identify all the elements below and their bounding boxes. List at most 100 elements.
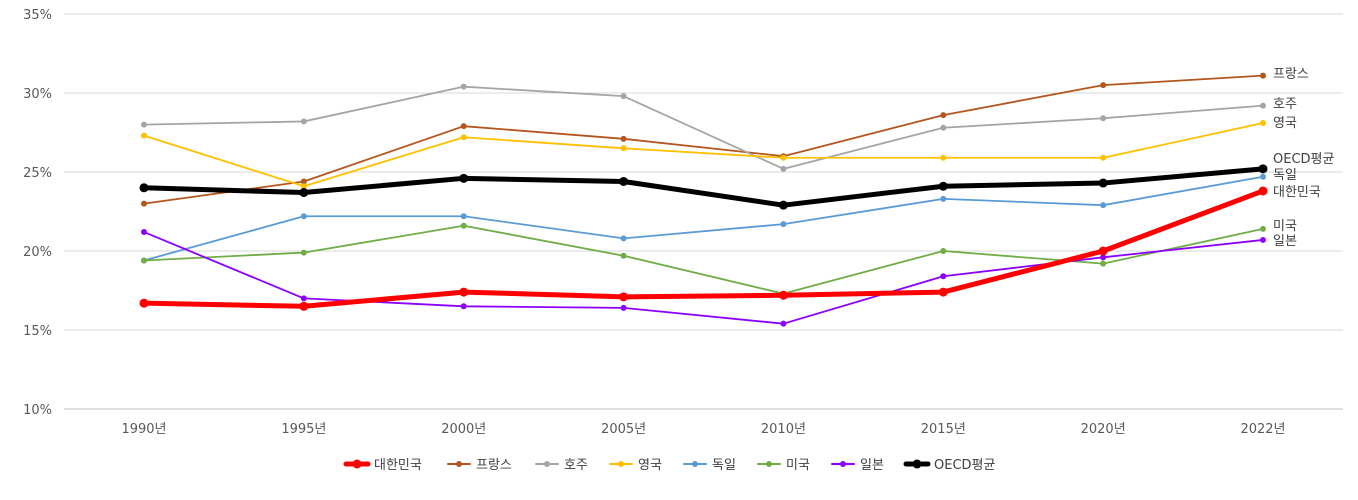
series-미국 <box>141 222 1266 297</box>
data-point <box>1100 82 1107 89</box>
legend-swatch-marker <box>618 461 624 467</box>
data-point <box>940 273 947 280</box>
series-layer <box>139 72 1268 327</box>
series-line <box>143 122 1264 188</box>
data-point <box>780 154 787 161</box>
series-line <box>143 74 1264 205</box>
x-tick-label: 2000년 <box>441 422 486 437</box>
legend-label: 영국 <box>638 458 662 473</box>
series-line <box>143 224 1264 295</box>
data-point <box>620 93 627 100</box>
data-point <box>940 248 947 254</box>
series-line <box>141 166 1266 208</box>
series-호주 <box>141 83 1266 172</box>
y-axis: 10% 15% 20% 25% 30% 35% <box>23 8 52 418</box>
x-tick-label: 1990년 <box>121 422 166 437</box>
data-point <box>139 298 149 308</box>
data-point <box>940 154 947 161</box>
data-point <box>1100 254 1107 261</box>
data-point <box>620 252 627 259</box>
end-label: 호주 <box>1273 97 1297 112</box>
series-line <box>143 85 1264 170</box>
data-point <box>780 320 787 327</box>
data-point <box>460 83 467 90</box>
data-point <box>300 118 307 125</box>
data-point <box>778 290 788 300</box>
data-point <box>141 121 147 128</box>
data-point <box>938 287 948 297</box>
legend-item: 영국 <box>609 458 662 473</box>
data-point <box>619 292 629 302</box>
data-point <box>620 235 627 242</box>
legend-item: 프랑스 <box>447 458 512 473</box>
legend-item: 호주 <box>535 458 588 473</box>
data-point <box>620 145 627 152</box>
end-label: OECD평균 <box>1273 152 1334 167</box>
data-point <box>1100 154 1107 161</box>
legend-label: 프랑스 <box>476 458 512 473</box>
y-tick-label: 25% <box>23 166 52 181</box>
end-label: 미국 <box>1273 219 1297 234</box>
legend-label: OECD평균 <box>934 458 995 473</box>
data-point <box>1260 225 1266 232</box>
data-point <box>300 183 307 190</box>
data-point <box>1100 202 1107 209</box>
legend-label: 호주 <box>564 458 588 473</box>
x-tick-label: 1995년 <box>281 422 326 437</box>
end-label: 대한민국 <box>1273 185 1321 200</box>
legend-swatch-marker <box>352 459 362 469</box>
legend-label: 독일 <box>712 458 736 473</box>
data-point <box>780 221 787 228</box>
end-label: 일본 <box>1273 234 1297 249</box>
x-tick-label: 2020년 <box>1081 422 1126 437</box>
legend-swatch-marker <box>840 461 846 467</box>
data-point <box>619 176 629 186</box>
x-tick-label: 2010년 <box>761 422 806 437</box>
series-line <box>141 188 1266 309</box>
data-point <box>300 295 307 302</box>
data-point <box>1100 115 1107 122</box>
gridlines <box>64 13 1343 410</box>
data-point <box>1258 164 1268 174</box>
y-tick-label: 20% <box>23 245 52 260</box>
y-tick-label: 15% <box>23 324 52 339</box>
data-point <box>300 213 307 220</box>
data-point <box>459 173 469 183</box>
data-point <box>1260 72 1266 79</box>
y-tick-label: 10% <box>23 403 52 418</box>
data-point <box>300 178 307 185</box>
x-tick-label: 2015년 <box>921 422 966 437</box>
legend-item: 미국 <box>757 458 810 473</box>
end-label: 프랑스 <box>1273 67 1309 82</box>
data-point <box>780 165 787 172</box>
series-line <box>143 175 1264 262</box>
legend: 대한민국 프랑스 호주 영국 독일 미국 일본 OECD평균 <box>343 458 995 473</box>
data-point <box>460 134 467 141</box>
y-tick-label: 30% <box>23 87 52 102</box>
data-point <box>1260 102 1266 109</box>
legend-swatch-marker <box>766 461 772 467</box>
data-point <box>460 222 467 229</box>
data-point <box>141 200 147 207</box>
data-point <box>459 287 469 297</box>
data-point <box>299 301 309 311</box>
legend-swatch-marker <box>456 461 462 467</box>
legend-swatch-marker <box>544 461 550 467</box>
data-point <box>1260 236 1266 243</box>
data-point <box>460 123 467 130</box>
data-point <box>141 229 147 236</box>
legend-label: 대한민국 <box>374 458 422 473</box>
data-point <box>1100 260 1107 267</box>
data-point <box>300 249 307 256</box>
y-tick-label: 35% <box>23 8 52 23</box>
data-point <box>299 188 309 198</box>
data-point <box>620 304 627 311</box>
legend-item: 독일 <box>683 458 736 473</box>
series-일본 <box>141 229 1266 327</box>
data-point <box>940 195 947 202</box>
x-tick-label: 2005년 <box>601 422 646 437</box>
series-대한민국 <box>139 186 1268 311</box>
series-OECD평균 <box>139 164 1268 210</box>
